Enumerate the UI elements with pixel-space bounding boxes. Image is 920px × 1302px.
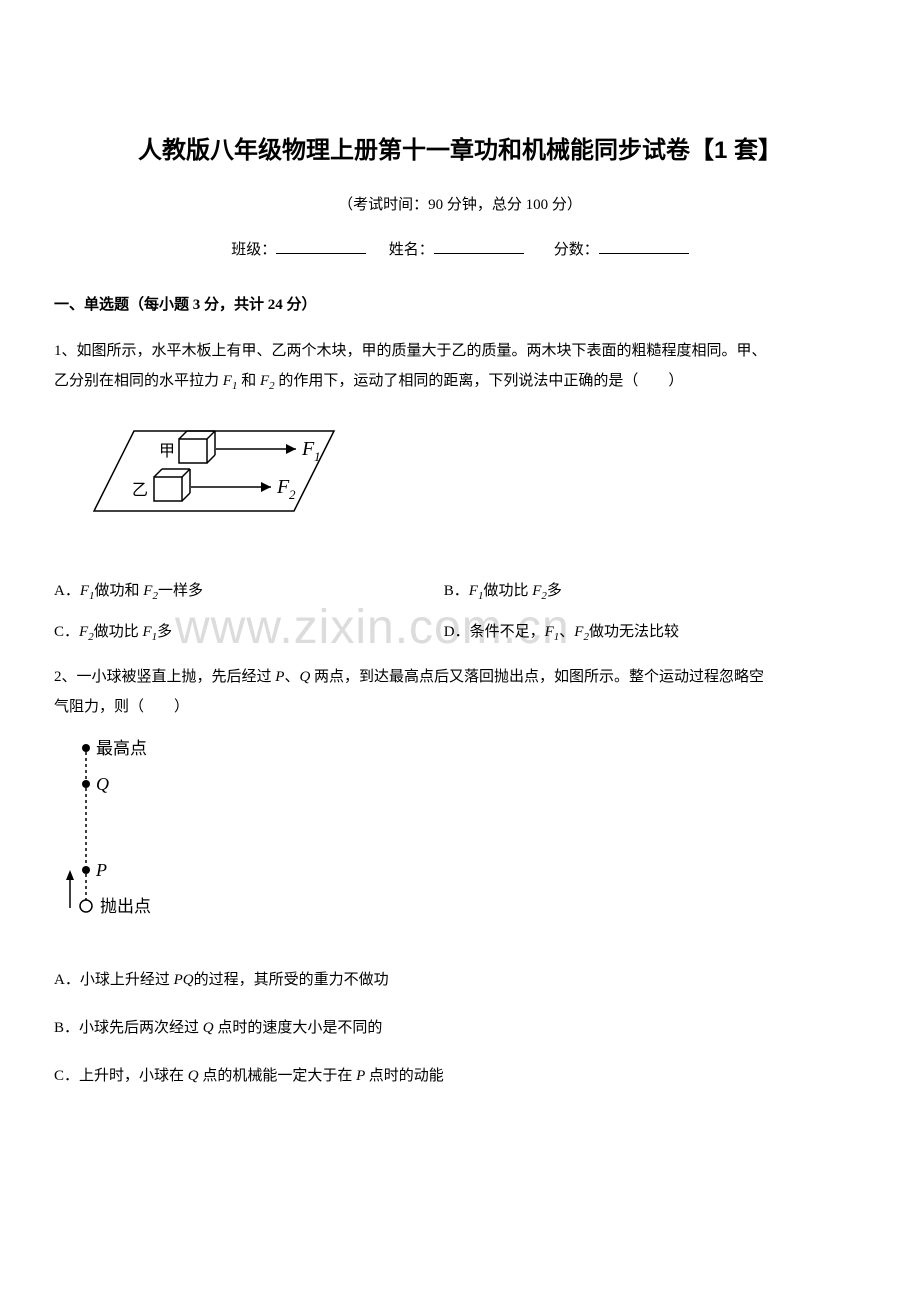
q2-a-pre: A．小球上升经过 <box>54 972 174 988</box>
q2-option-c: C．上升时，小球在 Q 点的机械能一定大于在 P 点时的动能 <box>54 1061 866 1091</box>
q1-stem: 1、如图所示，水平木板上有甲、乙两个木块，甲的质量大于乙的质量。两木块下表面的粗… <box>54 336 866 397</box>
q2-c-mid: 点的机械能一定大于在 <box>202 1068 356 1084</box>
q1-option-c: C．F2做功比 F1多 <box>54 617 444 648</box>
exam-subtitle: （考试时间：90 分钟，总分 100 分） <box>54 193 866 214</box>
q2-diagram-svg: 最高点 Q P 抛出点 <box>60 736 200 936</box>
q2-fig-top: 最高点 <box>96 739 147 758</box>
q1-fig-yi: 乙 <box>132 482 148 499</box>
q1-option-a: A．F1做功和 F2一样多 <box>54 576 444 607</box>
q1-line2-pre: 乙分别在相同的水平拉力 <box>54 373 223 389</box>
q1-fig-jia: 甲 <box>159 443 175 460</box>
q1-fig-f1: F <box>301 438 315 460</box>
q1-a-post: 一样多 <box>158 583 203 599</box>
q2-option-a: A．小球上升经过 PQ的过程，其所受的重力不做功 <box>54 965 866 995</box>
q1-b-pre: B． <box>444 583 469 599</box>
q2-line1-pre: 2、一小球被竖直上抛，先后经过 <box>54 669 275 685</box>
section-1-heading: 一、单选题（每小题 3 分，共计 24 分） <box>54 293 866 314</box>
q1-option-d: D．条件不足，F1、F2做功无法比较 <box>444 617 866 648</box>
q2-option-b: B．小球先后两次经过 Q 点时的速度大小是不同的 <box>54 1013 866 1043</box>
class-blank <box>276 239 366 254</box>
score-blank <box>599 239 689 254</box>
q1-line2-mid: 和 <box>237 373 260 389</box>
q2-a-post: 的过程，其所受的重力不做功 <box>194 972 389 988</box>
q2-figure: 最高点 Q P 抛出点 <box>60 736 866 947</box>
q1-line2-post: 的作用下，运动了相同的距离，下列说法中正确的是（ ） <box>275 373 684 389</box>
name-label: 姓名： <box>389 242 434 258</box>
info-line: 班级： 姓名： 分数： <box>54 238 866 259</box>
q1-figure: 甲 F 1 乙 <box>64 411 866 542</box>
q1-b-post: 多 <box>547 583 562 599</box>
exam-title: 人教版八年级物理上册第十一章功和机械能同步试卷【1 套】 <box>54 130 866 165</box>
score-label: 分数： <box>554 242 599 258</box>
q2-b-pre: B．小球先后两次经过 <box>54 1020 203 1036</box>
question-1: 1、如图所示，水平木板上有甲、乙两个木块，甲的质量大于乙的质量。两木块下表面的粗… <box>54 336 866 648</box>
q1-c-pre: C． <box>54 624 79 640</box>
q1-c-post: 多 <box>157 624 172 640</box>
question-2: 2、一小球被竖直上抛，先后经过 P 、 Q 两点，到达最高点后又落回抛出点，如图所示… <box>54 662 866 1091</box>
q1-f1: F <box>223 373 232 389</box>
q1-fig-f1sub: 1 <box>314 449 321 464</box>
q1-b-mid: 做功比 <box>483 583 532 599</box>
q1-d-pre: D．条件不足， <box>444 624 545 640</box>
q1-c-mid: 做功比 <box>94 624 143 640</box>
q2-c-pre: C．上升时，小球在 <box>54 1068 188 1084</box>
q2-b-post: 点时的速度大小是不同的 <box>217 1020 382 1036</box>
q2-fig-throw: 抛出点 <box>100 897 151 916</box>
q2-fig-p: P <box>95 860 107 880</box>
q1-line1: 1、如图所示，水平木板上有甲、乙两个木块，甲的质量大于乙的质量。两木块下表面的粗… <box>54 343 767 359</box>
q1-fig-f2sub: 2 <box>289 487 296 502</box>
q2-c-post: 点时的动能 <box>369 1068 444 1084</box>
q2-stem: 2、一小球被竖直上抛，先后经过 P、Q 两点，到达最高点后又落回抛出点，如图所示… <box>54 662 866 722</box>
content: 人教版八年级物理上册第十一章功和机械能同步试卷【1 套】 （考试时间：90 分钟… <box>54 130 866 1091</box>
q1-a-mid: 做功和 <box>95 583 144 599</box>
q1-d-mid: 、 <box>559 624 574 640</box>
q1-a-pre: A． <box>54 583 80 599</box>
q1-diagram-svg: 甲 F 1 乙 <box>64 411 364 531</box>
q1-d-post: 做功无法比较 <box>589 624 679 640</box>
name-blank <box>434 239 524 254</box>
q2-fig-q: Q <box>96 774 109 794</box>
class-label: 班级： <box>231 242 276 258</box>
q1-f2: F <box>260 373 269 389</box>
q2-line1-post: 两点，到达最高点后又落回抛出点，如图所示。整个运动过程忽略空 <box>310 669 764 685</box>
q1-fig-f2: F <box>276 476 290 498</box>
q2-line1-mid: 、 <box>284 669 299 685</box>
q2-line2: 气阻力，则（ ） <box>54 699 189 715</box>
q1-option-b: B．F1做功比 F2多 <box>444 576 866 607</box>
